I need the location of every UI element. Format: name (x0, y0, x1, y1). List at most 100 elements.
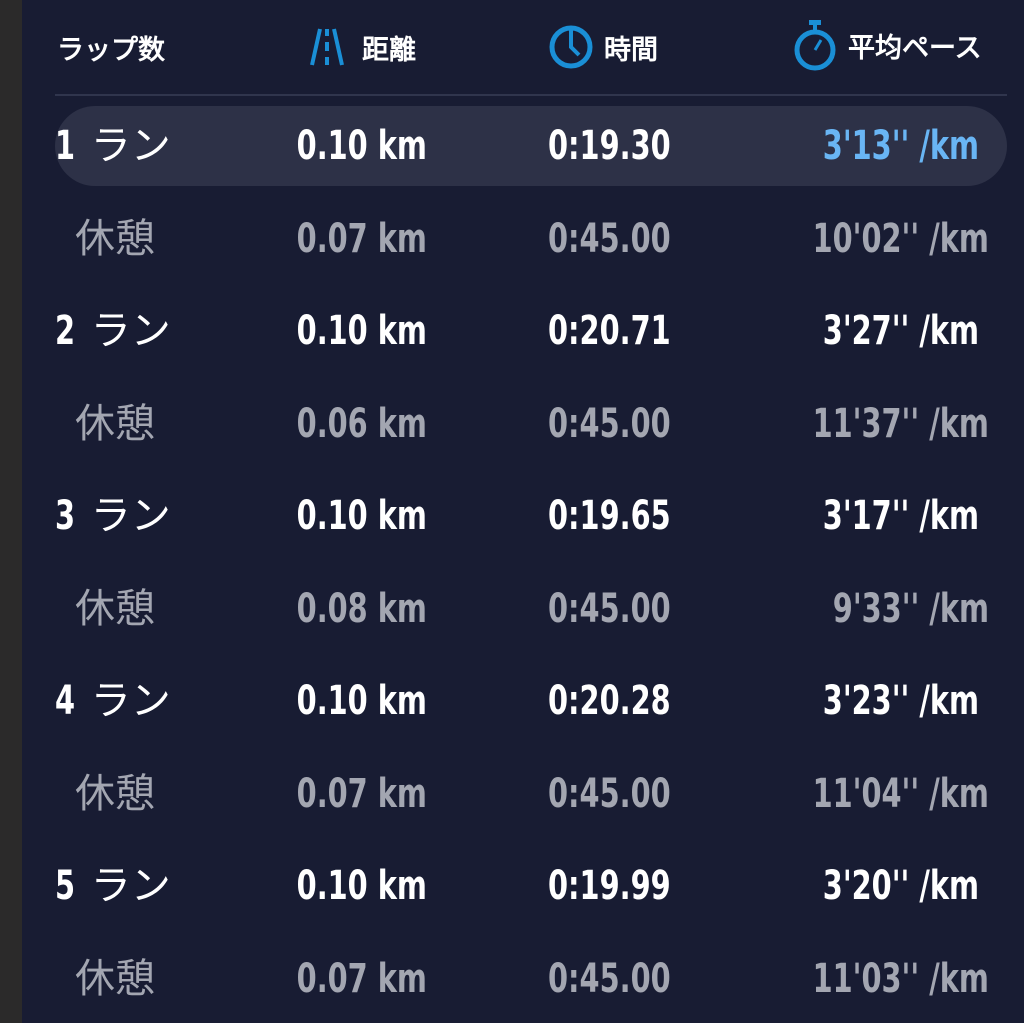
lap-time-value: 0:45.00 (548, 400, 671, 447)
lap-pace: 3'13'' /km (762, 106, 979, 186)
lap-pace-value: 3'23'' /km (822, 678, 979, 724)
lap-distance: 0.06 km (246, 384, 427, 464)
lap-label: 休憩 (75, 939, 155, 1019)
lap-label: 休憩 (75, 754, 155, 834)
lap-label: 休憩 (75, 199, 155, 279)
lap-label: 5 ラン (55, 846, 171, 926)
lap-distance-value: 0.10 km (296, 863, 427, 909)
lap-time-value: 0:45.00 (548, 770, 671, 817)
lap-time: 0:45.00 (548, 199, 718, 279)
lap-distance-value: 0.10 km (296, 123, 427, 169)
lap-distance-value: 0.07 km (296, 770, 427, 817)
lap-distance: 0.08 km (246, 569, 427, 649)
lap-time: 0:45.00 (548, 754, 718, 834)
lap-time: 0:20.71 (548, 291, 718, 371)
header-distance-label: 距離 (362, 34, 416, 66)
lap-label: 休憩 (75, 384, 155, 464)
lap-distance-value: 0.07 km (296, 215, 427, 262)
lap-type: 休憩 (75, 215, 155, 262)
lap-pace-value: 11'03'' /km (812, 955, 989, 1002)
lap-row-rest[interactable]: 休憩 0.06 km 0:45.00 11'37'' /km (55, 384, 1007, 464)
lap-pace: 3'20'' /km (762, 846, 979, 926)
lap-type: ラン (90, 493, 171, 539)
lap-row-run[interactable]: 3 ラン 0.10 km 0:19.65 3'17'' /km (55, 476, 1007, 556)
lap-distance: 0.07 km (246, 199, 427, 279)
lap-type: ラン (90, 308, 171, 354)
lap-pace: 11'03'' /km (744, 939, 989, 1019)
lap-type: ラン (90, 863, 171, 909)
road-icon (310, 28, 344, 66)
header-time-label: 時間 (604, 34, 658, 66)
header-lap-label: ラップ数 (57, 34, 165, 66)
lap-distance: 0.10 km (246, 291, 427, 371)
lap-pace: 3'23'' /km (762, 661, 979, 741)
lap-time: 0:20.28 (548, 661, 718, 741)
lap-time: 0:45.00 (548, 384, 718, 464)
header-lap: ラップ数 (57, 22, 165, 72)
lap-distance-value: 0.10 km (296, 678, 427, 724)
lap-number: 4 (55, 678, 76, 724)
lap-time-value: 0:20.28 (548, 678, 671, 724)
lap-type: ラン (90, 678, 171, 724)
lap-type: 休憩 (75, 400, 155, 447)
lap-type: 休憩 (75, 585, 155, 632)
lap-time-value: 0:19.65 (548, 493, 671, 539)
lap-pace: 3'27'' /km (762, 291, 979, 371)
lap-pace: 3'17'' /km (762, 476, 979, 556)
lap-time-value: 0:45.00 (548, 585, 671, 632)
lap-distance-value: 0.10 km (296, 308, 427, 354)
lap-time: 0:45.00 (548, 939, 718, 1019)
clock-icon (549, 25, 593, 69)
lap-label: 3 ラン (55, 476, 171, 556)
lap-distance-value: 0.07 km (296, 955, 427, 1002)
lap-row-run[interactable]: 4 ラン 0.10 km 0:20.28 3'23'' /km (55, 661, 1007, 741)
lap-pace: 11'37'' /km (744, 384, 989, 464)
lap-pace-value: 9'33'' /km (832, 585, 989, 632)
lap-distance: 0.10 km (246, 476, 427, 556)
lap-row-run[interactable]: 2 ラン 0.10 km 0:20.71 3'27'' /km (55, 291, 1007, 371)
lap-type: 休憩 (75, 770, 155, 817)
lap-pace-value: 3'27'' /km (822, 308, 979, 354)
lap-distance-value: 0.10 km (296, 493, 427, 539)
lap-row-rest[interactable]: 休憩 0.07 km 0:45.00 11'04'' /km (55, 754, 1007, 834)
lap-pace-value: 3'17'' /km (822, 493, 979, 539)
lap-distance: 0.07 km (246, 754, 427, 834)
lap-pace: 9'33'' /km (772, 569, 989, 649)
lap-row-run[interactable]: 5 ラン 0.10 km 0:19.99 3'20'' /km (55, 846, 1007, 926)
lap-pace-value: 10'02'' /km (812, 215, 989, 262)
lap-label: 休憩 (75, 569, 155, 649)
lap-row-rest[interactable]: 休憩 0.08 km 0:45.00 9'33'' /km (55, 569, 1007, 649)
lap-time: 0:19.99 (548, 846, 718, 926)
lap-time-value: 0:20.71 (548, 308, 671, 354)
lap-distance: 0.10 km (246, 846, 427, 926)
lap-time: 0:19.65 (548, 476, 718, 556)
lap-distance: 0.10 km (246, 106, 427, 186)
lap-pace-value: 3'20'' /km (822, 863, 979, 909)
laps-header: ラップ数 距離 時間 平均ペース (22, 0, 1024, 95)
lap-number: 2 (55, 308, 76, 354)
header-time: 時間 (548, 22, 658, 72)
header-divider (55, 94, 1007, 96)
header-pace-label: 平均ペース (848, 32, 982, 64)
lap-distance-value: 0.06 km (296, 400, 427, 447)
lap-row-rest[interactable]: 休憩 0.07 km 0:45.00 11'03'' /km (55, 939, 1007, 1019)
stopwatch-icon (794, 20, 836, 71)
lap-label: 1 ラン (55, 106, 171, 186)
side-edge (0, 0, 22, 1023)
lap-time-value: 0:45.00 (548, 215, 671, 262)
lap-row-rest[interactable]: 休憩 0.07 km 0:45.00 10'02'' /km (55, 199, 1007, 279)
lap-distance: 0.07 km (246, 939, 427, 1019)
lap-label: 2 ラン (55, 291, 171, 371)
lap-type: 休憩 (75, 955, 155, 1002)
lap-number: 1 (55, 123, 76, 169)
lap-number: 5 (55, 863, 76, 909)
lap-row-run[interactable]: 1 ラン 0.10 km 0:19.30 3'13'' /km (55, 106, 1007, 186)
header-pace: 平均ペース (792, 20, 982, 71)
lap-pace-value: 11'04'' /km (812, 770, 989, 817)
lap-label: 4 ラン (55, 661, 171, 741)
lap-pace-value: 11'37'' /km (812, 400, 989, 447)
lap-pace: 11'04'' /km (744, 754, 989, 834)
lap-distance: 0.10 km (246, 661, 427, 741)
lap-type: ラン (90, 123, 171, 169)
lap-time-value: 0:45.00 (548, 955, 671, 1002)
